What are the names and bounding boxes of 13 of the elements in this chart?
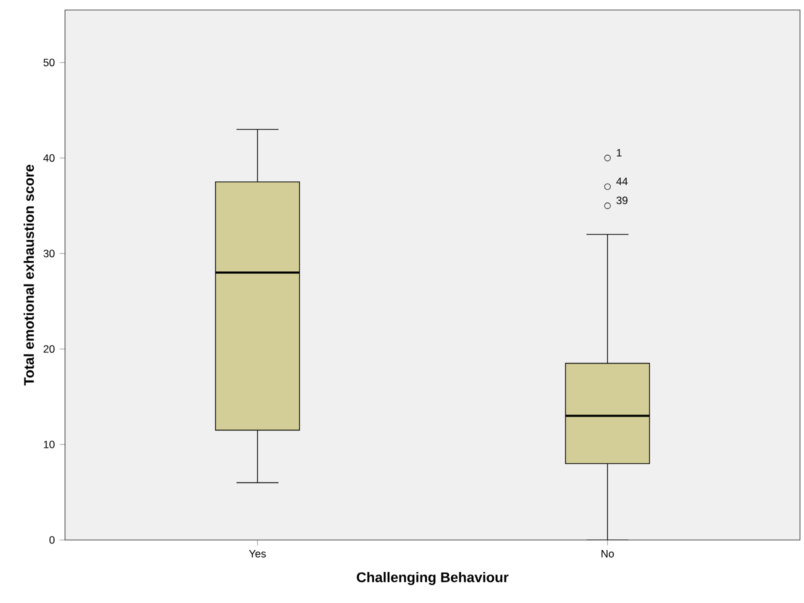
y-tick-label: 10 — [44, 440, 55, 448]
y-tick-label: 0 — [49, 536, 55, 544]
y-axis-title: Total emotional exhaustion score — [24, 164, 34, 386]
y-tick-label: 30 — [43, 250, 55, 258]
annotation: 39 — [616, 196, 628, 204]
y-tick-label: 50 — [44, 58, 55, 66]
x-axis-title: Challenging Behaviour — [356, 572, 509, 586]
annotation: 1 — [616, 149, 622, 156]
x-tick-label: Yes — [249, 550, 266, 558]
y-tick-label: 40 — [43, 154, 55, 162]
annotation: 44 — [616, 178, 628, 186]
y-tick-label: 20 — [44, 345, 55, 353]
x-tick-label: No — [602, 550, 614, 558]
